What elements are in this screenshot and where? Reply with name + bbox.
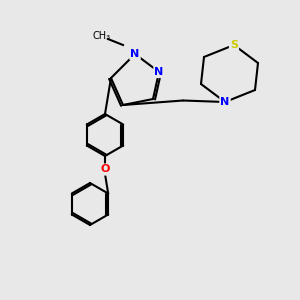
Text: N: N bbox=[220, 97, 230, 107]
Text: N: N bbox=[154, 67, 164, 77]
Text: O: O bbox=[100, 164, 110, 175]
Text: S: S bbox=[230, 40, 238, 50]
Text: CH₃: CH₃ bbox=[93, 31, 111, 41]
Text: N: N bbox=[130, 49, 140, 59]
